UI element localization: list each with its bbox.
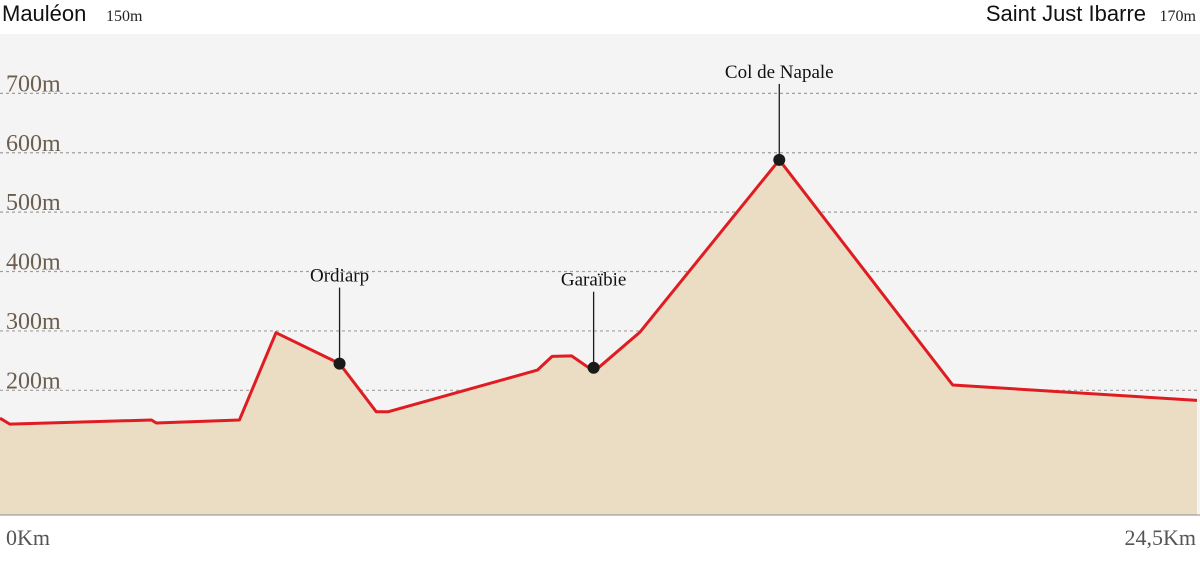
waypoint-label: Garaïbie — [561, 270, 626, 291]
start-location-name: Mauléon — [2, 1, 86, 26]
waypoint-label: Col de Napale — [725, 62, 834, 83]
y-tick-label: 300m — [6, 309, 61, 335]
end-location-altitude: 170m — [1160, 8, 1197, 25]
y-tick-label: 700m — [6, 71, 61, 97]
y-tick-label: 600m — [6, 131, 61, 157]
waypoint-label: Ordiarp — [310, 266, 369, 287]
y-tick-label: 400m — [6, 250, 61, 276]
y-tick-label: 500m — [6, 190, 61, 216]
x-tick-label-start: 0Km — [6, 525, 50, 550]
elevation-line — [0, 158, 1198, 426]
x-tick-label-end: 24,5Km — [1125, 525, 1197, 550]
waypoint-marker — [333, 357, 346, 370]
elevation-area — [0, 159, 1197, 515]
waypoint-marker — [587, 361, 600, 374]
start-location-altitude: 150m — [106, 8, 143, 25]
waypoint-marker — [773, 153, 786, 166]
end-location-name: Saint Just Ibarre — [986, 1, 1146, 26]
y-tick-label: 200m — [6, 368, 61, 394]
waypoints: Ordiarp Garaïbie Col de Napale — [310, 62, 834, 374]
